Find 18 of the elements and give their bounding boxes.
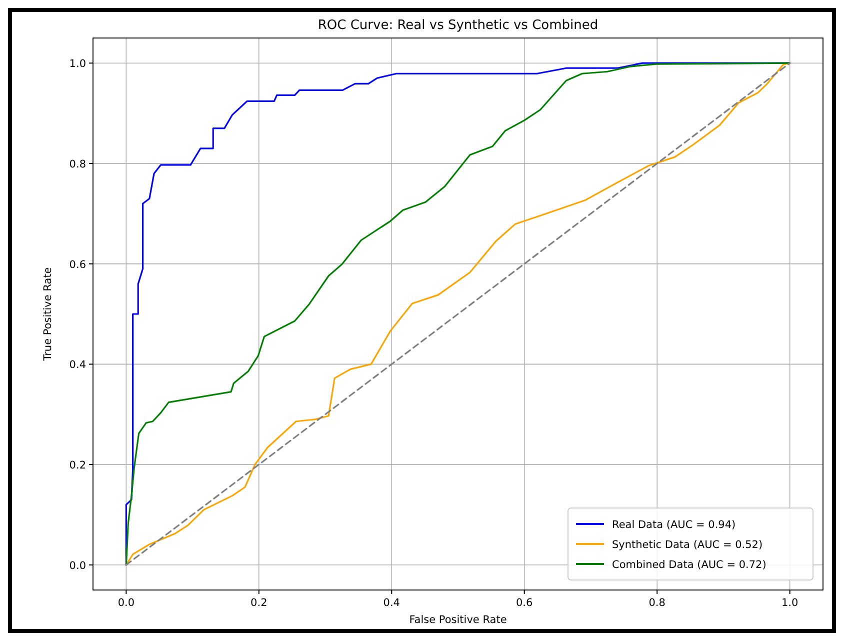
y-tick-label: 0.6 [69, 258, 86, 271]
x-tick-label: 0.4 [383, 597, 400, 609]
x-tick-label: 0.8 [648, 597, 666, 609]
legend-label: Synthetic Data (AUC = 0.52) [612, 539, 763, 551]
y-tick-label: 0.8 [69, 158, 86, 170]
x-tick-label: 0.0 [118, 597, 135, 609]
y-axis-title: True Positive Rate [42, 267, 54, 362]
chart-title: ROC Curve: Real vs Synthetic vs Combined [318, 18, 598, 33]
y-tick-label: 0.2 [69, 460, 86, 472]
y-tick-label: 1.0 [69, 58, 86, 70]
legend-label: Real Data (AUC = 0.94) [612, 519, 736, 531]
x-tick-label: 0.6 [516, 597, 534, 609]
x-tick-label: 0.2 [250, 597, 268, 609]
legend-label: Combined Data (AUC = 0.72) [612, 559, 766, 571]
x-tick-label: 1.0 [781, 597, 798, 609]
y-tick-label: 0.0 [69, 560, 86, 572]
x-axis-title: False Positive Rate [409, 614, 507, 626]
y-tick-label: 0.4 [69, 359, 86, 372]
